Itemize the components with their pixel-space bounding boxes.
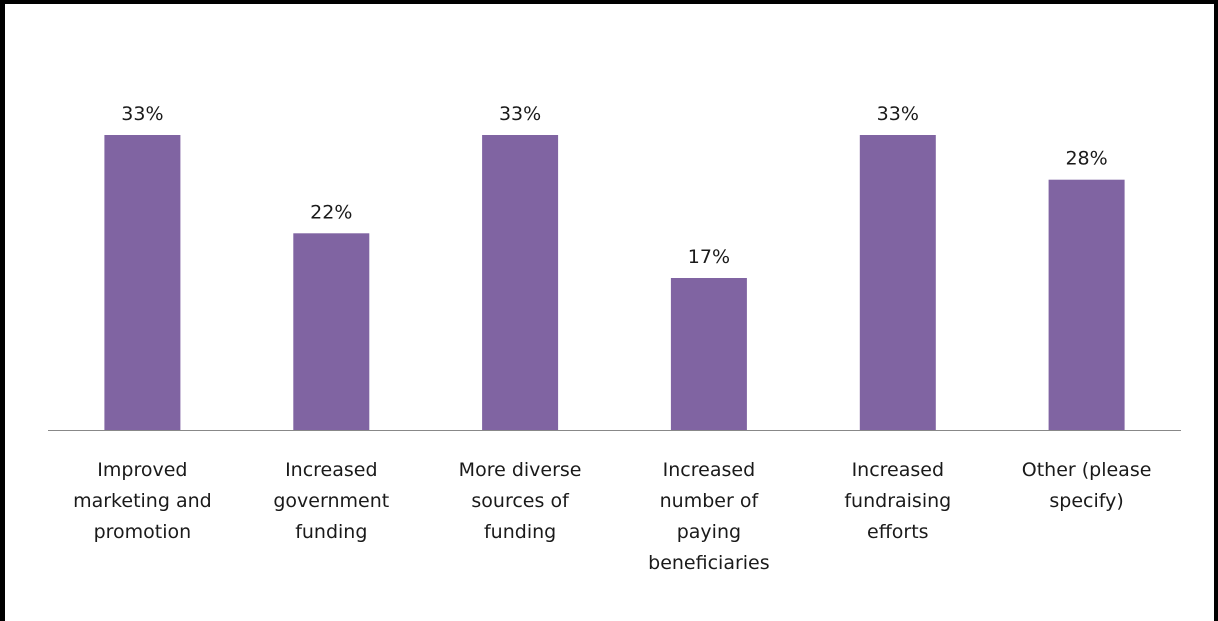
category-label-line: paying [677,521,741,543]
data-labels-layer: 33% 22% 33% 17% 33% 28% [121,103,1107,268]
bar-1 [104,135,181,430]
category-label-line: Other (please [1022,459,1152,481]
category-label-line: More diverse [459,459,582,481]
category-label-line: efforts [867,521,929,543]
category-label-line: promotion [94,521,192,543]
category-label-line: government [273,490,389,512]
bar-2 [293,233,370,430]
category-label-3: More diverse sources of funding [459,459,582,543]
category-label-line: sources of [471,490,570,512]
category-label-line: funding [295,521,367,543]
data-label-4: 17% [688,246,730,268]
category-label-line: specify) [1049,490,1123,512]
category-label-line: Increased [663,459,755,481]
category-label-line: funding [484,521,556,543]
category-label-line: number of [660,490,760,512]
category-label-2: Increased government funding [273,459,389,543]
data-label-5: 33% [877,103,919,125]
bar-4 [670,278,747,430]
bars-layer [104,135,1125,430]
category-label-line: Increased [852,459,944,481]
data-label-2: 22% [310,201,352,223]
category-label-6: Other (please specify) [1022,459,1152,512]
category-label-line: Increased [285,459,377,481]
category-label-line: fundraising [844,490,951,512]
category-label-4: Increased number of paying beneficiaries [648,459,770,574]
category-label-line: Improved [97,459,187,481]
bar-5 [859,135,936,430]
category-label-line: beneficiaries [648,552,770,574]
data-label-6: 28% [1065,148,1107,170]
bar-chart: 33% 22% 33% 17% 33% 28% Improved marketing and… [48,103,1181,574]
data-label-3: 33% [499,103,541,125]
data-label-1: 33% [121,103,163,125]
category-labels-layer: Improved marketing and promotion Increased g… [73,459,1151,574]
category-label-5: Increased fundraising efforts [844,459,951,543]
bar-6 [1048,179,1125,430]
category-label-line: marketing and [73,490,212,512]
category-label-1: Improved marketing and promotion [73,459,212,543]
bar-3 [482,135,559,430]
